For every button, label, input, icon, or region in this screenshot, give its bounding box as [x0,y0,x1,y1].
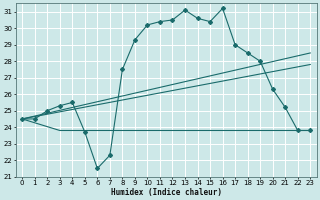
X-axis label: Humidex (Indice chaleur): Humidex (Indice chaleur) [111,188,222,197]
